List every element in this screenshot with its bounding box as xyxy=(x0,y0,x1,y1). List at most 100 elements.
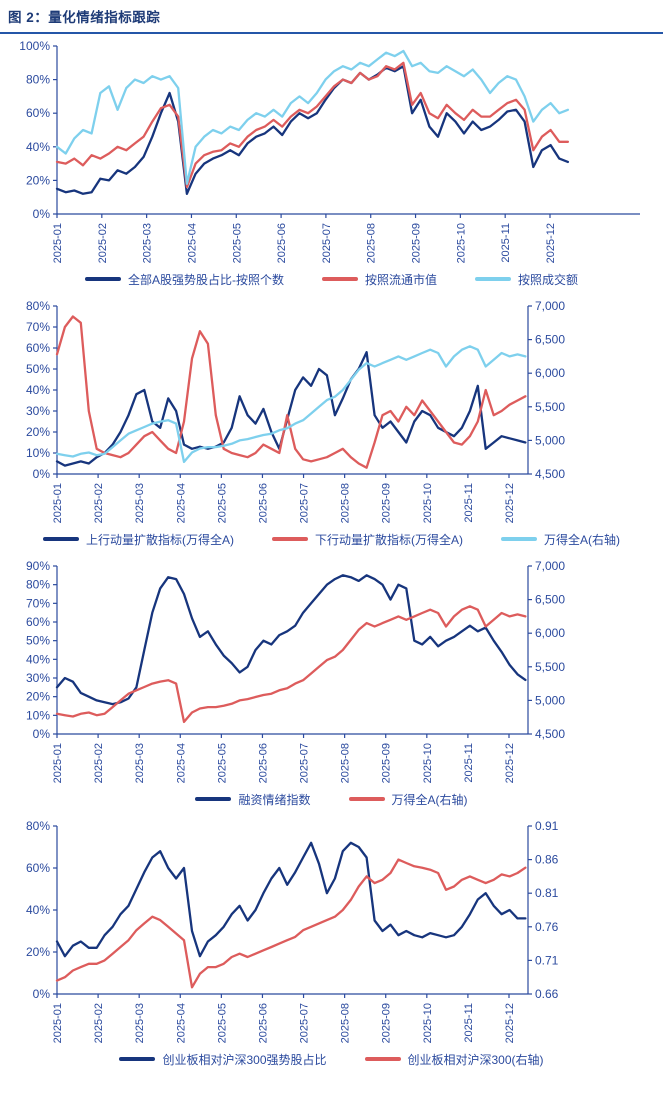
legend-item: 按照流通市值 xyxy=(321,271,437,288)
svg-text:60%: 60% xyxy=(26,341,50,355)
legend-swatch xyxy=(272,537,308,541)
svg-text:6,500: 6,500 xyxy=(535,593,565,607)
svg-text:0.76: 0.76 xyxy=(535,920,559,934)
svg-text:2025-07: 2025-07 xyxy=(299,483,311,523)
svg-text:2025-03: 2025-03 xyxy=(134,743,146,783)
svg-text:2025-01: 2025-01 xyxy=(52,483,64,523)
svg-text:60%: 60% xyxy=(26,861,50,875)
svg-text:2025-02: 2025-02 xyxy=(97,223,109,263)
svg-text:5,500: 5,500 xyxy=(535,660,565,674)
title-underline-rule xyxy=(0,32,663,34)
svg-text:40%: 40% xyxy=(26,383,50,397)
svg-text:40%: 40% xyxy=(26,903,50,917)
svg-text:2025-07: 2025-07 xyxy=(299,1003,311,1043)
svg-text:2025-02: 2025-02 xyxy=(93,1003,105,1043)
svg-text:2025-06: 2025-06 xyxy=(257,1003,269,1043)
svg-text:4,500: 4,500 xyxy=(535,467,565,481)
svg-text:0%: 0% xyxy=(33,467,51,481)
legend-item: 万得全A(右轴) xyxy=(348,791,468,808)
svg-text:2025-03: 2025-03 xyxy=(134,483,146,523)
svg-text:4,500: 4,500 xyxy=(535,727,565,741)
svg-text:2025-05: 2025-05 xyxy=(231,223,243,263)
svg-text:100%: 100% xyxy=(19,39,50,53)
legend-label: 创业板相对沪深300(右轴) xyxy=(407,1052,544,1067)
svg-text:2025-01: 2025-01 xyxy=(52,223,64,263)
legend-swatch xyxy=(195,797,232,801)
svg-text:50%: 50% xyxy=(26,634,50,648)
svg-text:10%: 10% xyxy=(26,708,50,722)
chinext-relative-chart: 0% 20% 40% 60% 80% 0.66 0.71 0.76 0.81 0.86 0.91 20… xyxy=(0,816,663,1070)
svg-text:0.81: 0.81 xyxy=(535,886,559,900)
momentum-diffusion-chart: 0% 10% 20% 30% 40% 50% 60% 70% 80% 4,500 5,000 5,50… xyxy=(0,296,663,550)
svg-text:7,000: 7,000 xyxy=(535,299,565,313)
svg-text:5,000: 5,000 xyxy=(535,433,565,447)
legend-label: 创业板相对沪深300强势股占比 xyxy=(162,1052,327,1067)
svg-text:2025-11: 2025-11 xyxy=(463,483,475,523)
legend-label: 全部A股强势股占比-按照个数 xyxy=(127,272,284,287)
legend-swatch xyxy=(364,1057,401,1061)
svg-text:2025-09: 2025-09 xyxy=(381,743,393,783)
svg-text:60%: 60% xyxy=(26,106,50,120)
momentum-diffusion-chart-canvas: 0% 10% 20% 30% 40% 50% 60% 70% 80% 4,500 5,000 5,50… xyxy=(26,299,565,523)
svg-text:2025-09: 2025-09 xyxy=(381,1003,393,1043)
svg-text:80%: 80% xyxy=(26,819,50,833)
svg-text:2025-04: 2025-04 xyxy=(186,223,198,263)
legend-item: 创业板相对沪深300(右轴) xyxy=(364,1051,544,1068)
svg-text:2025-01: 2025-01 xyxy=(52,1003,64,1043)
svg-text:0%: 0% xyxy=(33,987,51,1001)
legend-item: 全部A股强势股占比-按照个数 xyxy=(84,271,284,288)
svg-text:2025-11: 2025-11 xyxy=(500,223,512,263)
svg-text:2025-12: 2025-12 xyxy=(504,1003,516,1043)
legend-item: 万得全A(右轴) xyxy=(501,531,620,548)
chinext-relative-legend: 创业板相对沪深300强势股占比 创业板相对沪深300(右轴) xyxy=(0,1048,663,1070)
svg-text:2025-07: 2025-07 xyxy=(321,223,333,263)
svg-text:80%: 80% xyxy=(26,578,50,592)
svg-text:0%: 0% xyxy=(33,207,51,221)
svg-text:30%: 30% xyxy=(26,671,50,685)
svg-text:6,000: 6,000 xyxy=(535,366,565,380)
svg-text:2025-09: 2025-09 xyxy=(381,483,393,523)
svg-text:80%: 80% xyxy=(26,299,50,313)
svg-text:2025-01: 2025-01 xyxy=(52,743,64,783)
svg-text:70%: 70% xyxy=(26,596,50,610)
svg-text:7,000: 7,000 xyxy=(535,559,565,573)
legend-label: 按照成交额 xyxy=(518,272,579,287)
svg-text:2025-12: 2025-12 xyxy=(545,223,557,263)
svg-text:2025-12: 2025-12 xyxy=(504,743,516,783)
svg-text:40%: 40% xyxy=(26,140,50,154)
svg-text:0.86: 0.86 xyxy=(535,853,559,867)
legend-swatch xyxy=(84,277,121,281)
svg-text:20%: 20% xyxy=(26,690,50,704)
svg-text:0.71: 0.71 xyxy=(535,953,559,967)
svg-text:2025-06: 2025-06 xyxy=(257,483,269,523)
legend-swatch xyxy=(501,537,537,541)
svg-text:2025-08: 2025-08 xyxy=(340,1003,352,1043)
svg-text:2025-10: 2025-10 xyxy=(455,223,467,263)
financing-sentiment-chart-canvas: 0% 10% 20% 30% 40% 50% 60% 70% 80% 90% 4,500 5,000 5… xyxy=(26,559,565,783)
legend-label: 下行动量扩散指标(万得全A) xyxy=(315,532,463,547)
strong-stock-ratio-chart-canvas: 0% 20% 40% 60% 80% 100% 2025-01 2025-02 2025-03 2… xyxy=(19,39,640,263)
legend-swatch xyxy=(475,277,511,281)
strong-stock-ratio-chart: 0% 20% 40% 60% 80% 100% 2025-01 2025-02 2025-03 2… xyxy=(0,36,663,290)
svg-text:0.66: 0.66 xyxy=(535,987,559,1001)
svg-text:20%: 20% xyxy=(26,425,50,439)
svg-text:2025-08: 2025-08 xyxy=(366,223,378,263)
svg-text:2025-04: 2025-04 xyxy=(175,483,187,523)
svg-text:2025-05: 2025-05 xyxy=(216,483,228,523)
svg-text:5,000: 5,000 xyxy=(535,693,565,707)
legend-swatch xyxy=(119,1057,156,1061)
svg-text:6,000: 6,000 xyxy=(535,626,565,640)
svg-text:2025-11: 2025-11 xyxy=(463,743,475,783)
svg-text:2025-04: 2025-04 xyxy=(175,743,187,783)
legend-item: 按照成交额 xyxy=(475,271,578,288)
svg-text:2025-10: 2025-10 xyxy=(422,1003,434,1043)
svg-text:2025-02: 2025-02 xyxy=(93,483,105,523)
strong-stock-ratio-legend: 全部A股强势股占比-按照个数 按照流通市值 按照成交额 xyxy=(0,268,663,290)
financing-sentiment-chart: 0% 10% 20% 30% 40% 50% 60% 70% 80% 90% 4,500 5,000 5… xyxy=(0,556,663,810)
svg-text:2025-06: 2025-06 xyxy=(276,223,288,263)
chinext-relative-chart-canvas: 0% 20% 40% 60% 80% 0.66 0.71 0.76 0.81 0.86 0.91 20… xyxy=(26,819,559,1043)
legend-label: 万得全A(右轴) xyxy=(544,532,620,547)
svg-text:90%: 90% xyxy=(26,559,50,573)
legend-swatch xyxy=(43,537,79,541)
legend-swatch xyxy=(348,797,385,801)
